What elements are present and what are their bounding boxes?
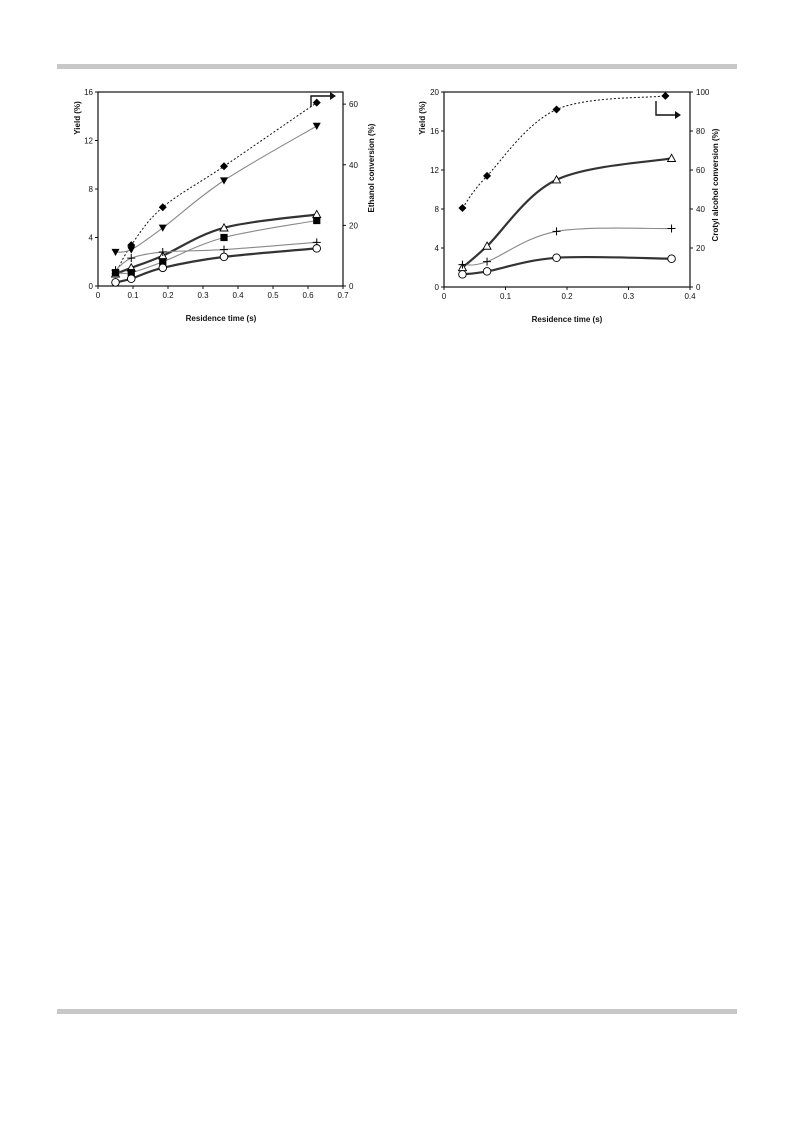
series-1-point (220, 177, 228, 185)
footer-rule (57, 1009, 737, 1014)
series-2-fit-line (462, 227, 672, 266)
series-5-point (219, 252, 229, 262)
series-1-point (312, 122, 321, 130)
y2-tick-label: 60 (696, 166, 705, 175)
series-0-fit-line (462, 95, 666, 209)
y-tick-label: 4 (89, 234, 94, 243)
series-4-point (127, 254, 136, 263)
y-tick-label: 16 (84, 88, 93, 97)
series-2-point (458, 260, 467, 269)
x-axis-label: Residence time (s) (186, 314, 257, 323)
series-2-point (219, 222, 229, 232)
x-tick-label: 0.1 (500, 292, 512, 301)
series-2-point (667, 224, 676, 233)
x-tick-label: 0.2 (561, 292, 573, 301)
series-2-point (483, 257, 492, 266)
y2-tick-label: 40 (696, 205, 705, 214)
y-tick-label: 16 (430, 127, 439, 136)
series-3-point (482, 267, 492, 276)
x-tick-label: 0 (442, 292, 447, 301)
series-0-point (483, 171, 492, 180)
right-axis-arrow (310, 95, 331, 107)
series-1-point (127, 246, 136, 254)
series-1-point (158, 224, 167, 232)
series-1-fit-line (115, 125, 318, 253)
y-tick-label: 12 (430, 166, 439, 175)
series-3-point (159, 258, 167, 266)
right-axis-arrowhead (330, 92, 336, 100)
y2-tick-label: 20 (696, 244, 705, 253)
series-2-fit-line (115, 213, 317, 275)
y-tick-label: 12 (84, 137, 93, 146)
y-axis-label: Yield (%) (418, 101, 427, 135)
series-3-point (220, 233, 228, 242)
series-0-fit-line (115, 102, 318, 275)
x-tick-label: 0.6 (302, 291, 314, 300)
y2-tick-label: 60 (349, 100, 358, 109)
series-4-point (220, 245, 228, 254)
series-5-point (312, 244, 322, 253)
series-5-point (111, 278, 120, 287)
y2-tick-label: 80 (696, 127, 705, 136)
y2-tick-label: 0 (696, 283, 701, 292)
y-axis-label: Yield (%) (73, 101, 82, 135)
y-tick-label: 4 (435, 244, 440, 253)
series-5-point (158, 263, 167, 273)
series-0-point (552, 105, 561, 114)
y2-axis-label: Ethanol conversion (%) (367, 123, 376, 212)
series-3-point (313, 216, 321, 225)
y-tick-label: 0 (435, 283, 440, 292)
series-0-point (220, 162, 228, 171)
y2-axis-label: Crotyl alcohol conversion (%) (711, 128, 720, 241)
x-tick-label: 0.1 (127, 291, 139, 300)
header-rule (57, 64, 737, 69)
y-tick-label: 20 (430, 88, 439, 97)
series-5-point (126, 274, 136, 283)
x-tick-label: 0.2 (162, 291, 174, 300)
series-4-point (158, 248, 167, 257)
series-1-point (666, 153, 677, 162)
series-3-point (667, 254, 676, 263)
y2-tick-label: 100 (696, 88, 710, 97)
y2-tick-label: 0 (349, 282, 354, 291)
y-tick-label: 0 (89, 282, 94, 291)
series-3-fit-line (462, 255, 672, 276)
series-1-point (111, 248, 120, 257)
x-axis-label: Residence time (s) (532, 315, 603, 324)
series-1-point (482, 241, 492, 250)
series-1-fit-line (461, 157, 672, 269)
right-axis-arrowhead (675, 111, 681, 119)
x-tick-label: 0.7 (337, 291, 349, 300)
series-3-point (127, 269, 135, 277)
series-0-point (661, 91, 670, 100)
y2-tick-label: 40 (349, 161, 358, 170)
series-0-point (312, 98, 321, 107)
series-2-point (552, 227, 561, 236)
x-tick-label: 0 (96, 291, 101, 300)
series-1-point (551, 174, 562, 184)
x-tick-label: 0.3 (623, 292, 635, 301)
x-tick-label: 0.4 (232, 291, 244, 300)
series-0-point (458, 204, 467, 213)
series-4-point (111, 266, 120, 275)
series-3-point (552, 253, 561, 262)
y2-tick-label: 20 (349, 221, 358, 230)
series-0-point (158, 203, 167, 212)
right-axis-arrow (655, 101, 676, 116)
x-tick-label: 0.4 (684, 292, 696, 301)
x-tick-label: 0.3 (197, 291, 209, 300)
x-tick-label: 0.5 (267, 291, 279, 300)
series-3-point (458, 270, 467, 279)
y-tick-label: 8 (89, 185, 94, 194)
y-tick-label: 8 (435, 205, 440, 214)
